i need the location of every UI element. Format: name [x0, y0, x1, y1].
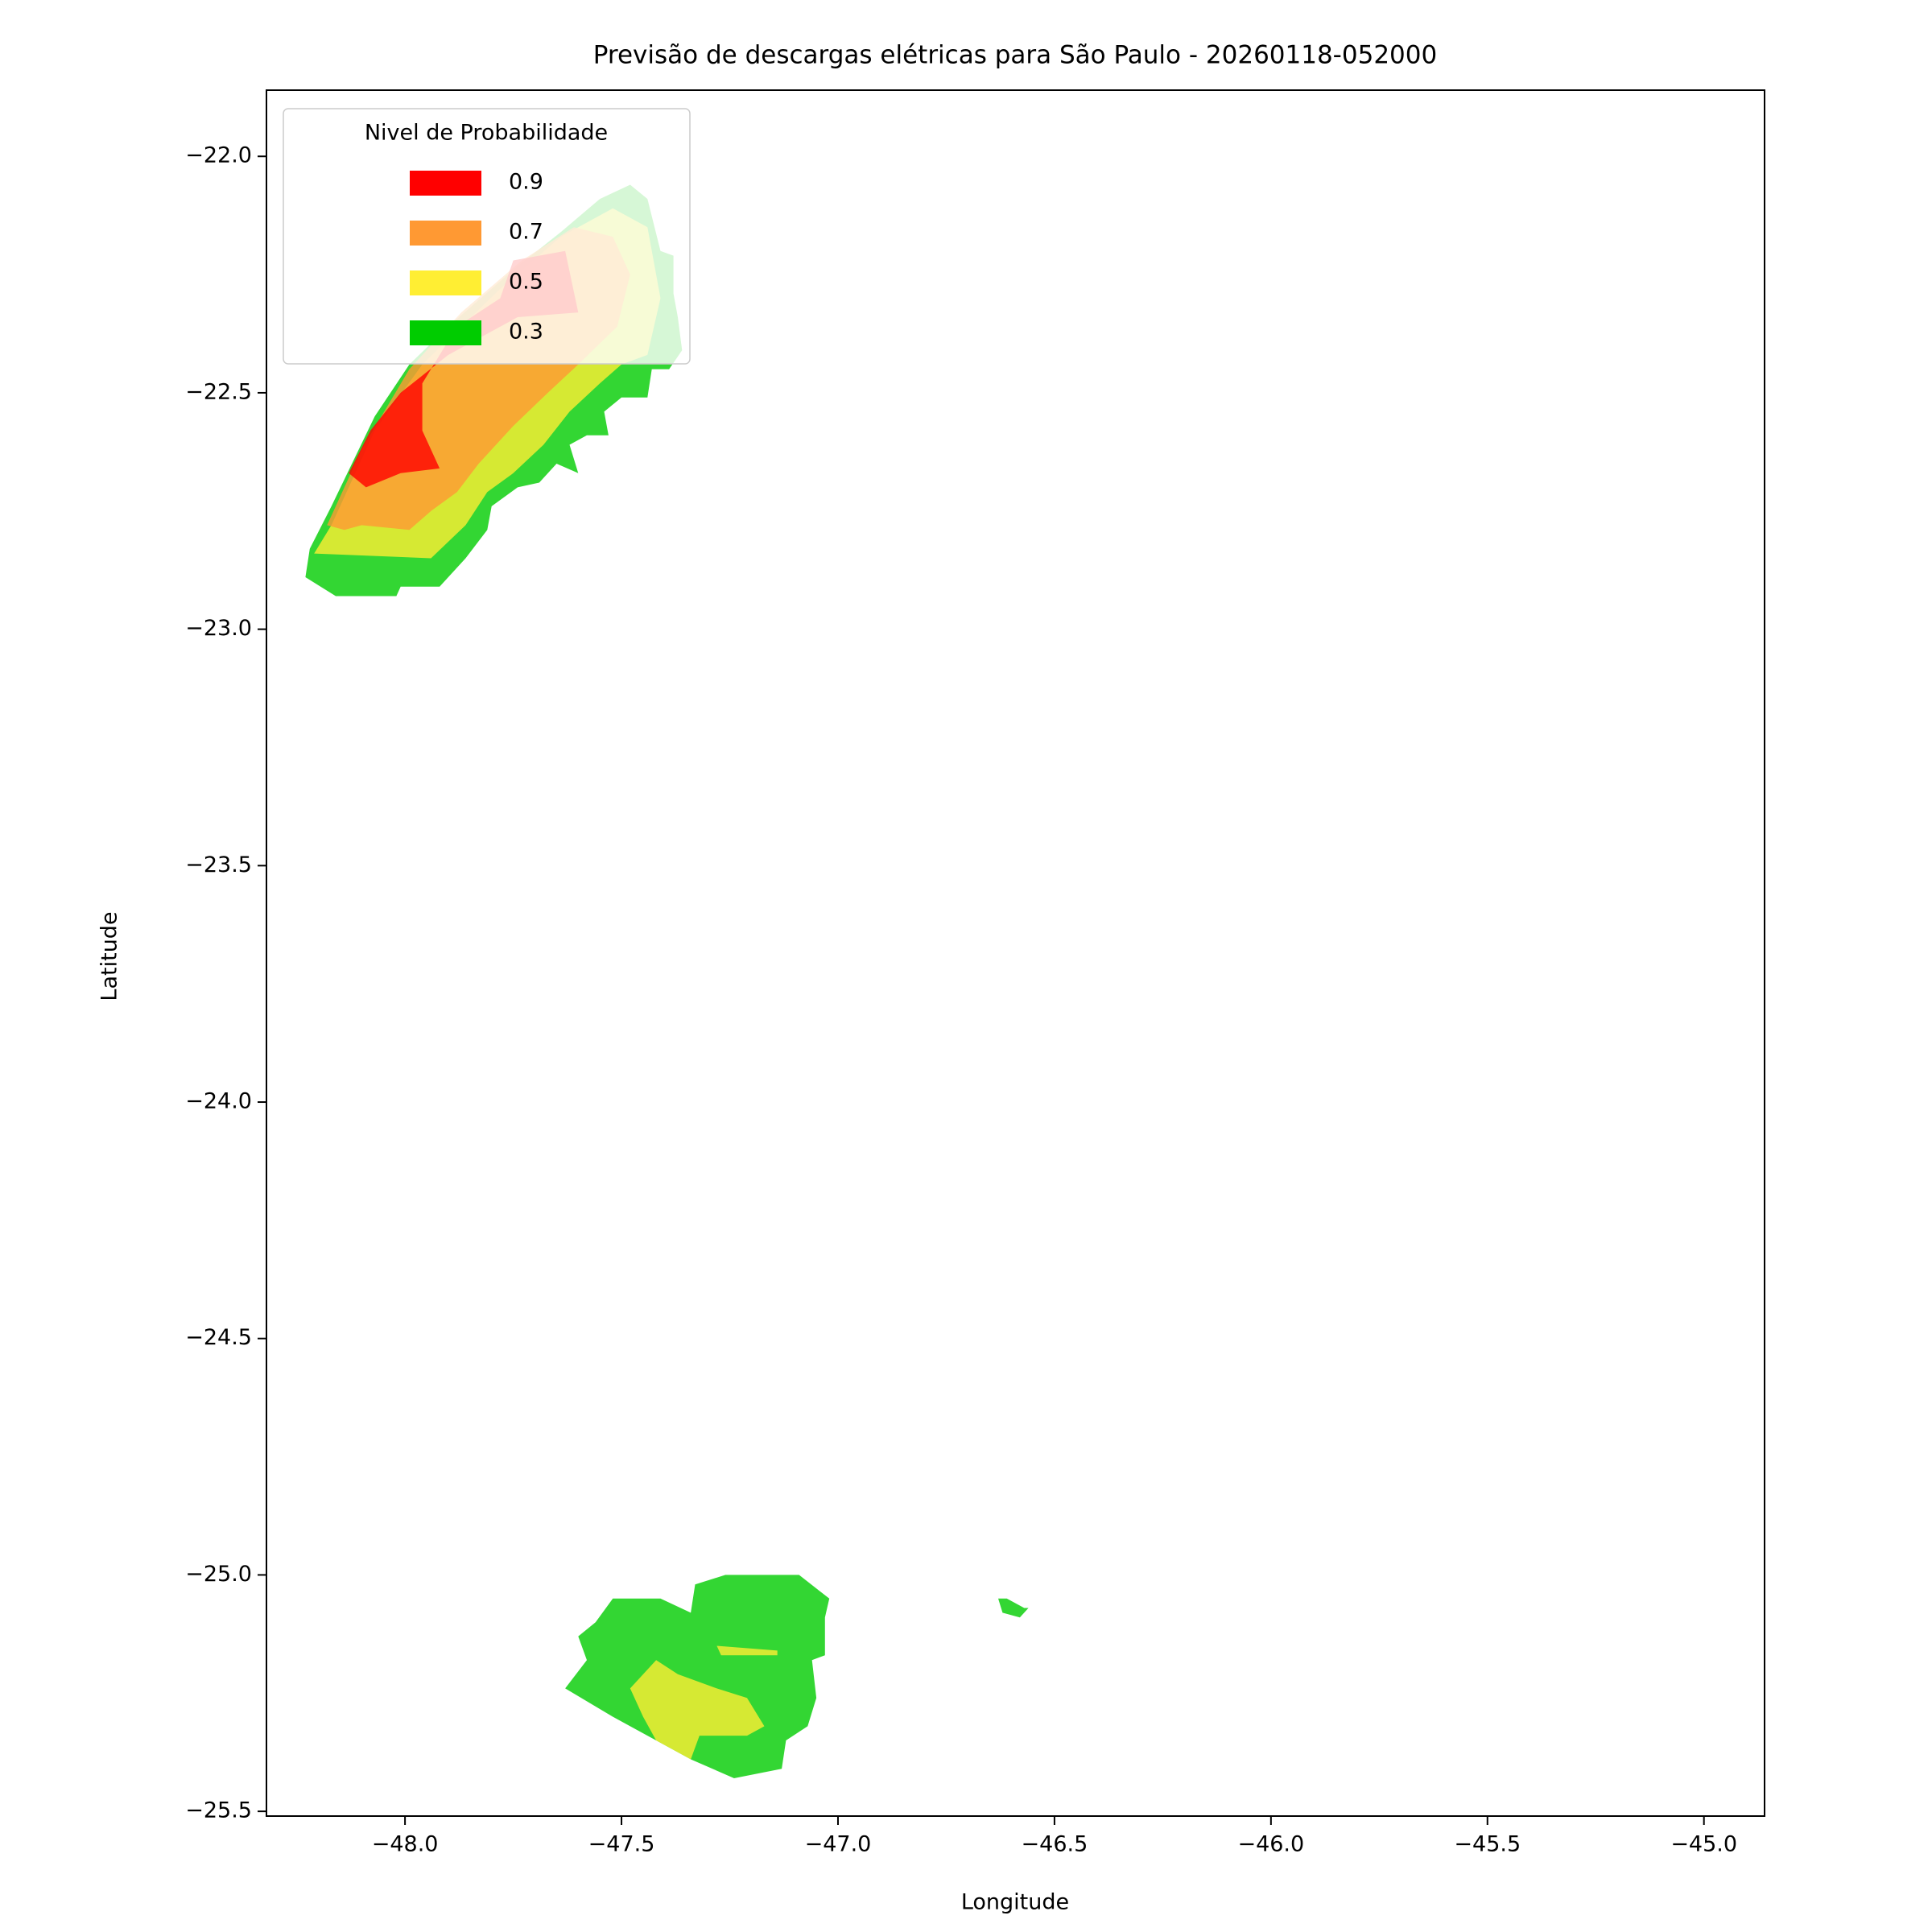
- legend-box: [283, 108, 691, 365]
- y-tick-label: −25.0: [185, 1562, 252, 1587]
- legend-label: 0.9: [509, 170, 543, 195]
- legend-label: 0.3: [509, 320, 543, 345]
- y-tick-label: −23.0: [185, 616, 252, 641]
- y-tick-label: −23.5: [185, 852, 252, 877]
- contour-region: [998, 1598, 1029, 1618]
- x-tick-label: −46.5: [1022, 1832, 1088, 1857]
- x-tick-label: −45.0: [1670, 1832, 1737, 1857]
- x-tick-label: −46.0: [1237, 1832, 1304, 1857]
- legend: Nivel de Probabilidade 0.9 0.7 0.5 0.3: [283, 108, 691, 365]
- y-tick-label: −25.5: [185, 1798, 252, 1823]
- x-axis-label: Longitude: [961, 1890, 1069, 1915]
- contour-region: [716, 1645, 778, 1656]
- x-tick-label: −47.5: [588, 1832, 655, 1857]
- y-axis-label: Latitude: [97, 911, 122, 1001]
- y-tick-label: −24.5: [185, 1325, 252, 1350]
- legend-label: 0.5: [509, 270, 543, 295]
- y-tick-label: −22.5: [185, 379, 252, 404]
- legend-swatch: [410, 320, 481, 345]
- contour-region: [630, 1660, 765, 1760]
- axes-frame: [266, 89, 1765, 1817]
- x-tick-label: −48.0: [372, 1832, 439, 1857]
- y-tick-label: −22.0: [185, 143, 252, 168]
- chart-title: Previsão de descargas elétricas para São…: [593, 41, 1437, 70]
- legend-swatch: [410, 171, 481, 196]
- contour-region: [565, 1575, 830, 1778]
- legend-swatch: [410, 221, 481, 246]
- axes: −48.0 −47.5 −47.0 −46.5 −46.0 −45.5 −45.0 −22.0…: [185, 143, 1737, 1857]
- x-tick-label: −47.0: [805, 1832, 872, 1857]
- y-tick-label: −24.0: [185, 1089, 252, 1114]
- legend-swatch: [410, 270, 481, 295]
- legend-title: Nivel de Probabilidade: [365, 121, 608, 146]
- x-tick-label: −45.5: [1454, 1832, 1521, 1857]
- legend-label: 0.7: [509, 220, 543, 245]
